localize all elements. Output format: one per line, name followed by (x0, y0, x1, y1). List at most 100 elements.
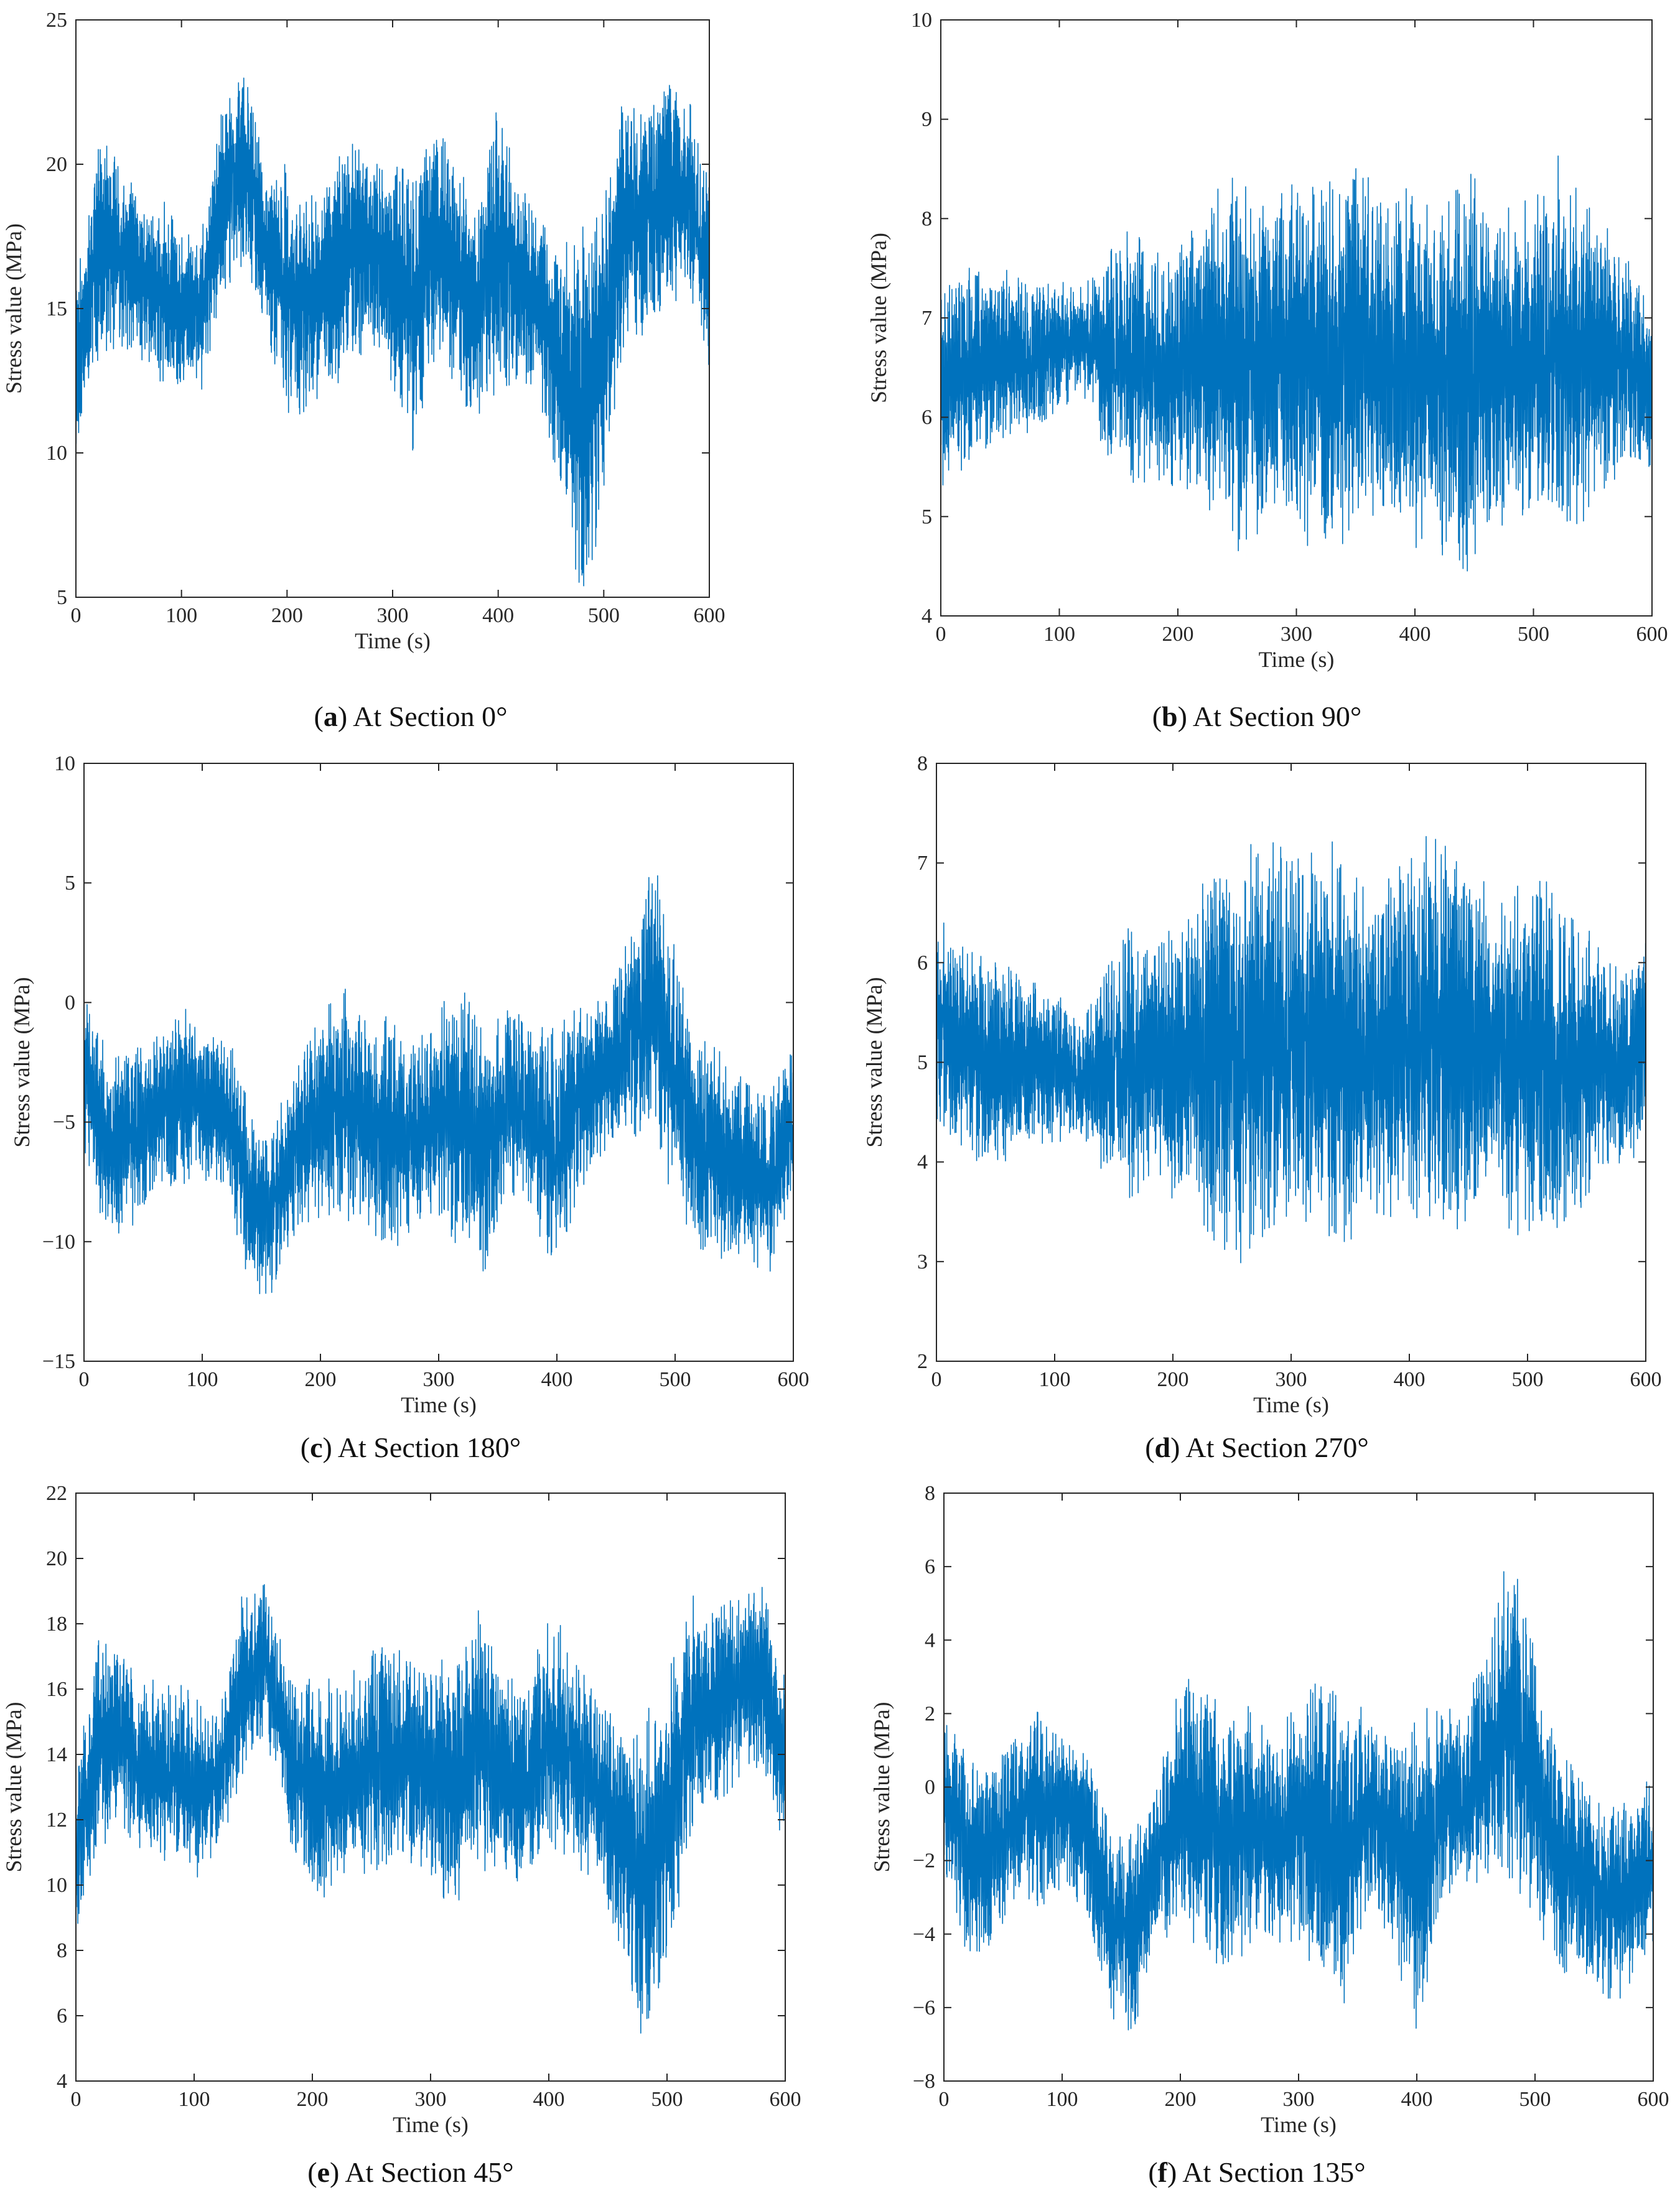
x-tick-label: 500 (1518, 623, 1549, 646)
y-tick-label: 12 (46, 1809, 67, 1832)
caption-letter: a (323, 701, 338, 732)
x-tick-label: 400 (1399, 623, 1431, 646)
caption-b: (b) At Section 90° (1152, 701, 1362, 732)
y-tick-label: 5 (57, 586, 67, 609)
y-tick-label: 18 (46, 1613, 67, 1636)
x-axis-label: Time (s) (1259, 647, 1335, 672)
y-tick-label: 8 (922, 207, 932, 230)
x-axis-label: Time (s) (393, 2112, 469, 2137)
y-tick-label: 5 (917, 1051, 928, 1074)
caption-a: (a) At Section 0° (314, 701, 508, 732)
x-tick-label: 400 (533, 2088, 565, 2111)
series-line (84, 875, 793, 1295)
y-tick-label: 10 (911, 9, 932, 32)
series-line (941, 155, 1652, 572)
y-tick-label: 14 (46, 1743, 67, 1766)
series-line (944, 1571, 1653, 2031)
y-tick-label: 9 (922, 108, 932, 131)
y-tick-label: 3 (917, 1250, 928, 1274)
y-tick-label: 16 (46, 1678, 67, 1701)
caption-text: At Section 90° (1192, 701, 1362, 732)
y-tick-label: 10 (46, 1874, 67, 1897)
x-tick-label: 0 (71, 604, 82, 627)
y-tick-label: 4 (922, 605, 932, 628)
y-tick-label: 8 (57, 1939, 67, 1962)
x-tick-label: 200 (1157, 1368, 1189, 1391)
y-tick-label: 15 (46, 297, 67, 320)
y-tick-label: 6 (917, 951, 928, 974)
y-tick-label: 2 (925, 1702, 935, 1725)
x-tick-label: 300 (1283, 2088, 1315, 2111)
x-tick-label: 500 (1519, 2088, 1551, 2111)
x-tick-label: 0 (79, 1368, 90, 1391)
y-tick-label: 20 (46, 1547, 67, 1570)
chart-e: 0 100 200 300 400 500 600 4 6 8 10 12 14 16 18 20 22 Time… (1, 1482, 801, 2137)
y-axis-label: Stress value (MPa) (862, 977, 887, 1148)
y-tick-label: −5 (53, 1111, 75, 1134)
chart-d: 0 100 200 300 400 500 600 2 3 4 5 6 7 8 Time (s) Stress… (862, 752, 1662, 1417)
x-tick-label: 400 (541, 1368, 573, 1391)
y-tick-label: −6 (913, 1996, 935, 2019)
y-tick-label: 7 (917, 852, 928, 875)
x-tick-label: 600 (1630, 1368, 1662, 1391)
y-axis-label: Stress value (MPa) (869, 1702, 894, 1873)
x-tick-label: 400 (1401, 2088, 1433, 2111)
caption-e: (e) At Section 45° (307, 2156, 514, 2188)
caption-f: (f) At Section 135° (1148, 2156, 1366, 2188)
caption-c: (c) At Section 180° (300, 1432, 521, 1463)
y-tick-label: 10 (46, 442, 67, 465)
x-tick-label: 500 (1512, 1368, 1544, 1391)
x-tick-label: 500 (660, 1368, 691, 1391)
x-tick-label: 600 (778, 1368, 810, 1391)
y-tick-label: 25 (46, 9, 67, 32)
y-tick-label: 20 (46, 153, 67, 176)
x-tick-label: 300 (423, 1368, 455, 1391)
x-axis-label: Time (s) (1253, 1392, 1329, 1417)
series-line (76, 77, 709, 587)
y-tick-label: 4 (917, 1151, 928, 1174)
chart-a: 0 100 200 300 400 500 600 5 10 15 20 25 Time (s) Stre… (1, 9, 726, 653)
x-tick-label: 500 (651, 2088, 683, 2111)
y-tick-label: 8 (917, 752, 928, 775)
x-tick-label: 400 (482, 604, 514, 627)
x-tick-label: 300 (415, 2088, 447, 2111)
x-tick-label: 100 (179, 2088, 210, 2111)
x-tick-label: 300 (377, 604, 409, 627)
y-tick-label: −4 (913, 1923, 935, 1946)
x-axis-label: Time (s) (1261, 2112, 1337, 2137)
x-tick-label: 200 (1162, 623, 1194, 646)
caption-text: At Section 180° (337, 1432, 521, 1463)
x-tick-label: 600 (1636, 623, 1668, 646)
y-tick-label: −2 (913, 1850, 935, 1873)
y-tick-label: 2 (917, 1350, 928, 1373)
y-tick-label: 7 (922, 307, 932, 330)
caption-letter: d (1154, 1432, 1171, 1463)
y-axis-label: Stress value (MPa) (1, 223, 26, 394)
caption-letter: b (1162, 701, 1178, 732)
caption-letter: f (1157, 2156, 1167, 2188)
x-tick-label: 200 (1165, 2088, 1197, 2111)
y-axis-label: Stress value (MPa) (1, 1702, 26, 1873)
x-tick-label: 600 (1638, 2088, 1669, 2111)
y-tick-label: 8 (925, 1482, 935, 1505)
x-tick-label: 100 (1047, 2088, 1078, 2111)
x-tick-label: 100 (166, 604, 197, 627)
x-tick-label: 500 (588, 604, 620, 627)
x-tick-label: 600 (694, 604, 726, 627)
caption-text: At Section 135° (1182, 2156, 1366, 2188)
y-tick-label: 4 (57, 2070, 67, 2093)
y-tick-label: −10 (42, 1231, 75, 1254)
x-tick-label: 400 (1394, 1368, 1426, 1391)
y-tick-label: 10 (54, 752, 75, 775)
y-tick-label: −15 (42, 1350, 75, 1373)
caption-letter: c (310, 1432, 323, 1463)
x-tick-label: 600 (770, 2088, 801, 2111)
y-tick-label: 22 (46, 1482, 67, 1505)
caption-text: At Section 45° (345, 2156, 514, 2188)
caption-d: (d) At Section 270° (1145, 1432, 1369, 1463)
y-tick-label: 6 (925, 1555, 935, 1578)
x-tick-label: 0 (71, 2088, 82, 2111)
y-tick-label: −8 (913, 2070, 935, 2093)
caption-text: At Section 270° (1185, 1432, 1369, 1463)
y-tick-label: 0 (925, 1776, 935, 1799)
